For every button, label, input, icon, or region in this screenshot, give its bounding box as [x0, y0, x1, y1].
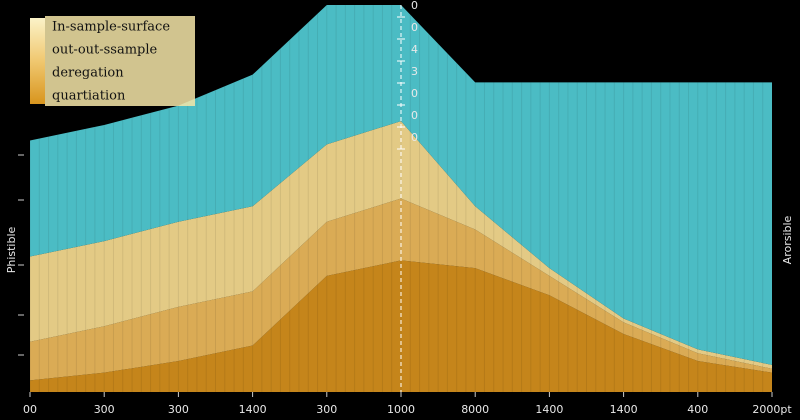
- y-axis-label-right: Arorsible: [781, 215, 794, 264]
- legend-label: In-sample-surface: [52, 20, 170, 35]
- marker-label: 3: [411, 65, 418, 78]
- legend-label: deregation: [52, 66, 124, 81]
- legend-swatch: [30, 18, 45, 104]
- legend-label: quartiation: [52, 89, 126, 104]
- marker-label: 0: [411, 131, 418, 144]
- x-tick-label: 8000: [461, 403, 489, 416]
- x-tick-label: 1400: [239, 403, 267, 416]
- x-tick-label: 1400: [610, 403, 638, 416]
- marker-label: 0: [411, 21, 418, 34]
- x-tick-label: 1000: [387, 403, 415, 416]
- area: [30, 121, 772, 369]
- x-tick-label: 2000pt: [752, 403, 792, 416]
- area: [30, 260, 772, 392]
- legend-label: out-out-ssample: [52, 43, 158, 58]
- x-tick-label: 300: [168, 403, 189, 416]
- area: [30, 5, 772, 365]
- x-tick-label: 1400: [535, 403, 563, 416]
- x-tick-label: 300: [316, 403, 337, 416]
- legend-box: [45, 16, 195, 106]
- legend: In-sample-surface out-out-ssample deregati…: [45, 16, 195, 106]
- x-tick-label: 00: [23, 403, 37, 416]
- marker-label: 0: [411, 109, 418, 122]
- plot-area: [29, 5, 772, 392]
- marker-label: 4: [411, 43, 418, 56]
- marker-label: 0: [411, 87, 418, 100]
- marker-label: 0: [411, 0, 418, 12]
- x-tick-label: 400: [687, 403, 708, 416]
- y-axis-label-left: Phistible: [5, 226, 18, 273]
- area: [30, 198, 772, 381]
- x-tick-label: 300: [94, 403, 115, 416]
